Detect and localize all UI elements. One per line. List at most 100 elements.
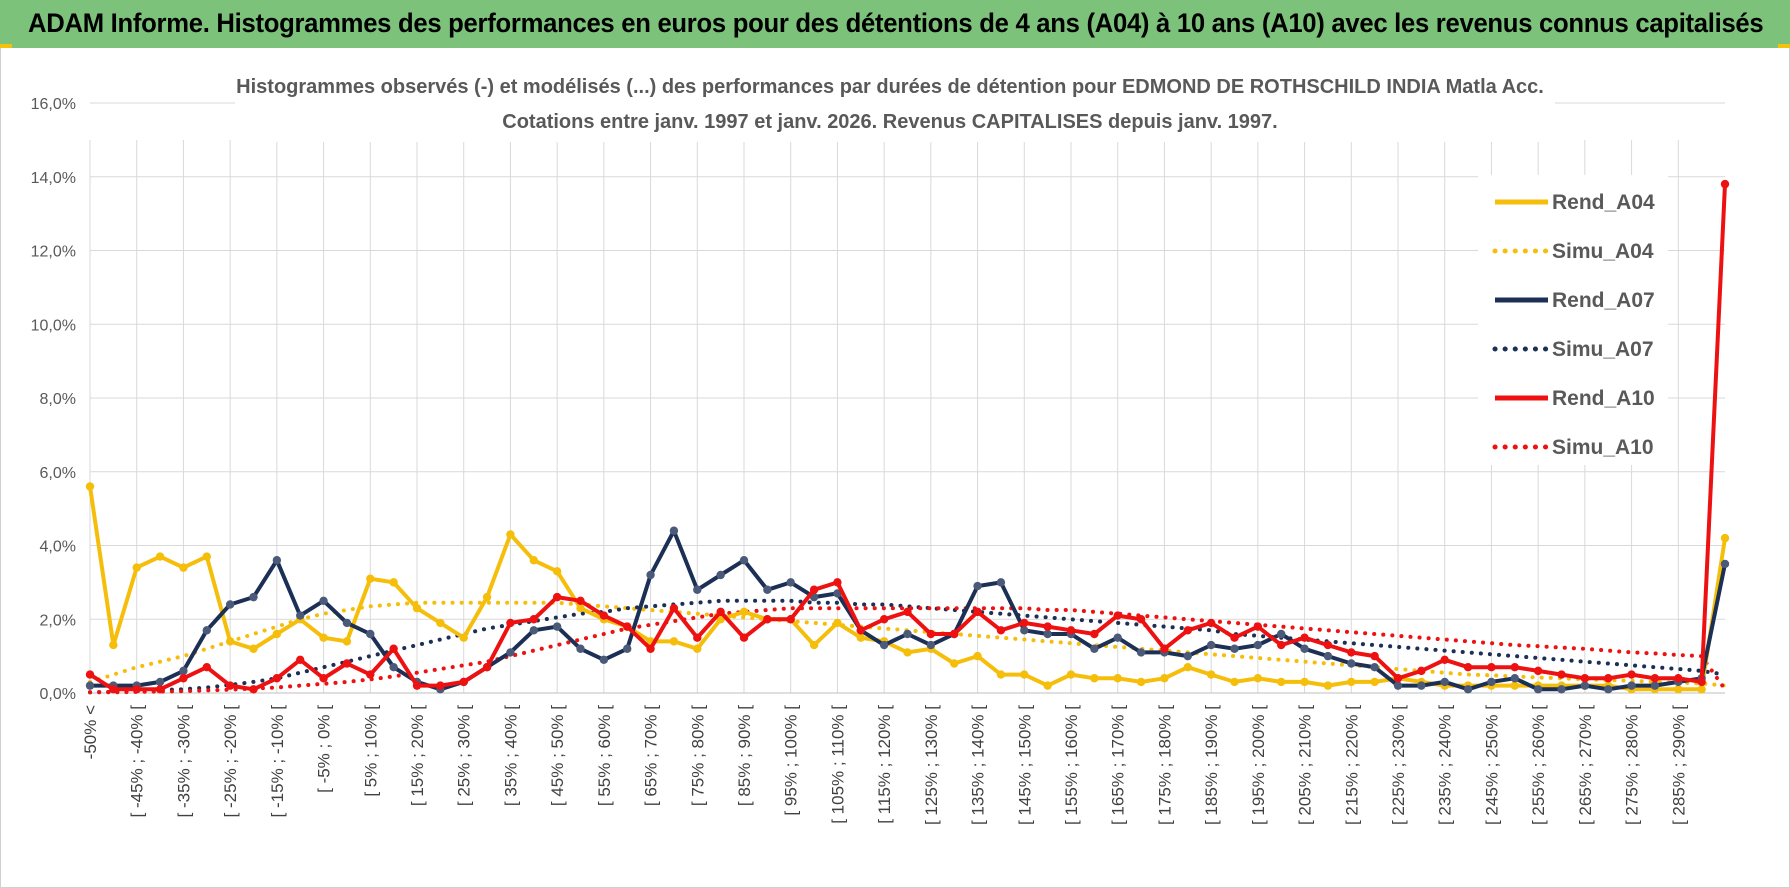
series-line-simu-a07 — [88, 598, 1727, 695]
data-point-rend-a10 — [833, 578, 842, 587]
corner-mark — [1778, 44, 1790, 48]
x-tick-label: [ 75% ; 80% [ — [688, 705, 707, 806]
data-point-rend-a10 — [1557, 670, 1566, 679]
data-point-rend-a04 — [1020, 670, 1029, 679]
data-point-rend-a10 — [1510, 662, 1519, 672]
data-point-rend-a04 — [1113, 674, 1122, 683]
data-point-rend-a04 — [202, 552, 211, 561]
data-point-rend-a04 — [109, 640, 118, 650]
data-point-rend-a04 — [669, 637, 679, 646]
series — [85, 179, 1730, 695]
data-point-rend-a10 — [950, 629, 959, 639]
legend: Rend_A04 Simu_A04 Rend_A07 Simu_A07 Rend_A10… — [1478, 175, 1668, 465]
y-tick-label: 14,0% — [31, 170, 76, 187]
data-point-rend-a04 — [1043, 681, 1052, 690]
data-point-rend-a07 — [763, 585, 772, 594]
data-point-rend-a10 — [1043, 622, 1052, 631]
y-tick-label: 10,0% — [31, 317, 76, 334]
data-point-rend-a10 — [1627, 670, 1636, 679]
data-point-rend-a10 — [1277, 640, 1286, 650]
data-point-rend-a07 — [272, 556, 282, 565]
title-background — [235, 73, 1555, 142]
data-point-rend-a10 — [1020, 618, 1029, 628]
data-point-rend-a10 — [1230, 633, 1239, 642]
x-tick-label: [ 195% ; 200% [ — [1249, 705, 1268, 825]
legend-label-simu-a10: Simu_A10 — [1552, 436, 1654, 459]
data-point-rend-a04 — [1160, 674, 1169, 683]
data-point-rend-a07 — [599, 655, 609, 665]
data-point-rend-a10 — [786, 615, 795, 624]
data-point-rend-a04 — [1323, 681, 1333, 690]
data-point-rend-a10 — [646, 644, 655, 653]
data-point-rend-a07 — [786, 578, 795, 587]
y-tick-label: 12,0% — [31, 244, 76, 261]
data-point-rend-a10 — [389, 644, 398, 653]
data-point-rend-a07 — [1043, 629, 1052, 639]
data-point-rend-a07 — [155, 677, 165, 687]
data-point-rend-a10 — [155, 685, 165, 694]
data-point-rend-a07 — [926, 640, 936, 650]
x-tick-label: [ 155% ; 160% [ — [1062, 705, 1081, 825]
x-tick-label: [ 35% ; 40% [ — [501, 705, 520, 806]
data-point-rend-a07 — [1463, 685, 1473, 694]
data-point-rend-a04 — [1347, 677, 1356, 687]
data-point-rend-a07 — [1510, 674, 1519, 683]
data-point-rend-a04 — [412, 603, 422, 613]
x-tick-label: [ -5% ; 0% [ — [315, 705, 334, 793]
data-point-rend-a07 — [1183, 651, 1192, 661]
data-point-rend-a04 — [1230, 677, 1239, 687]
data-point-rend-a10 — [1487, 662, 1496, 672]
data-point-rend-a10 — [996, 626, 1006, 635]
data-point-rend-a04 — [973, 651, 982, 661]
data-point-rend-a07 — [693, 585, 702, 594]
data-point-rend-a07 — [319, 596, 328, 606]
data-point-rend-a04 — [833, 618, 842, 628]
data-point-rend-a07 — [1580, 681, 1590, 690]
data-point-rend-a10 — [85, 670, 95, 679]
x-tick-label: [ 95% ; 100% [ — [782, 705, 801, 816]
data-point-rend-a10 — [973, 607, 982, 617]
banner-title: ADAM Informe. Histogrammes des performan… — [28, 8, 1764, 38]
x-tick-label: [ 105% ; 110% [ — [828, 705, 847, 824]
data-point-rend-a10 — [249, 685, 258, 694]
data-point-rend-a10 — [879, 615, 889, 624]
data-point-rend-a10 — [506, 618, 515, 628]
data-point-rend-a07 — [1020, 626, 1029, 635]
data-point-rend-a10 — [482, 662, 492, 672]
data-point-rend-a04 — [1300, 677, 1309, 687]
data-point-rend-a04 — [506, 530, 515, 539]
x-tick-label: [ 275% ; 280% [ — [1623, 705, 1642, 825]
data-point-rend-a07 — [1417, 681, 1426, 690]
data-point-rend-a04 — [903, 648, 912, 657]
data-point-rend-a04 — [1206, 670, 1216, 679]
data-point-rend-a07 — [903, 629, 912, 639]
data-point-rend-a04 — [739, 607, 749, 617]
data-point-rend-a10 — [739, 633, 749, 642]
data-point-rend-a07 — [1206, 640, 1216, 650]
data-point-rend-a07 — [1136, 648, 1146, 657]
x-tick-label: [ 135% ; 140% [ — [969, 705, 988, 825]
data-point-rend-a10 — [529, 615, 538, 624]
data-point-rend-a07 — [506, 648, 515, 657]
data-point-rend-a07 — [296, 611, 305, 620]
data-point-rend-a04 — [1066, 670, 1076, 679]
axes: 0,0% 2,0% 4,0% 6,0% 8,0% 10,0% 12,0% 14,0% 16,0%… — [31, 96, 1725, 825]
banner: ADAM Informe. Histogrammes des performan… — [0, 0, 1790, 48]
data-point-rend-a07 — [1393, 681, 1403, 690]
y-tick-label: 16,0% — [31, 96, 76, 113]
data-point-rend-a07 — [646, 570, 655, 580]
data-point-rend-a10 — [459, 677, 468, 687]
data-point-rend-a07 — [879, 640, 889, 650]
data-point-rend-a10 — [436, 681, 445, 690]
data-point-rend-a07 — [576, 644, 585, 653]
data-point-rend-a10 — [1090, 629, 1099, 639]
x-tick-label: [ -15% ; -10% [ — [268, 705, 287, 818]
data-point-rend-a10 — [669, 603, 679, 613]
data-point-rend-a10 — [1253, 622, 1263, 631]
x-tick-label: [ 165% ; 170% [ — [1109, 705, 1128, 825]
data-point-rend-a10 — [1417, 666, 1426, 676]
data-point-rend-a10 — [366, 670, 375, 679]
y-tick-label: 0,0% — [40, 686, 76, 703]
legend-label-simu-a04: Simu_A04 — [1552, 240, 1654, 263]
